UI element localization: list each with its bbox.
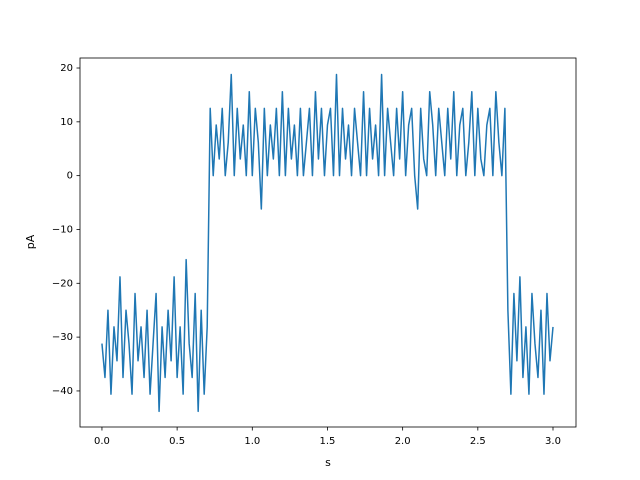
x-tick-label: 1.0 [244, 436, 260, 447]
x-tick-label: 0.0 [94, 436, 110, 447]
x-tick-label: 1.5 [320, 436, 336, 447]
data-line [101, 73, 554, 413]
x-axis-label: s [325, 456, 331, 469]
y-tick-label: 0 [67, 171, 73, 182]
y-tick-label: 20 [60, 63, 73, 74]
y-axis-label: pA [24, 234, 37, 249]
x-tick-label: 0.5 [169, 436, 185, 447]
y-tick-label: −40 [52, 386, 73, 397]
y-tick-label: −10 [52, 224, 73, 235]
x-tick-label: 2.0 [395, 436, 411, 447]
y-tick-label: −20 [52, 278, 73, 289]
y-tick-label: −30 [52, 332, 73, 343]
plot-frame [79, 57, 577, 428]
x-tick-label: 2.5 [470, 436, 486, 447]
x-tick-label: 3.0 [545, 436, 561, 447]
y-tick-label: 10 [60, 117, 73, 128]
